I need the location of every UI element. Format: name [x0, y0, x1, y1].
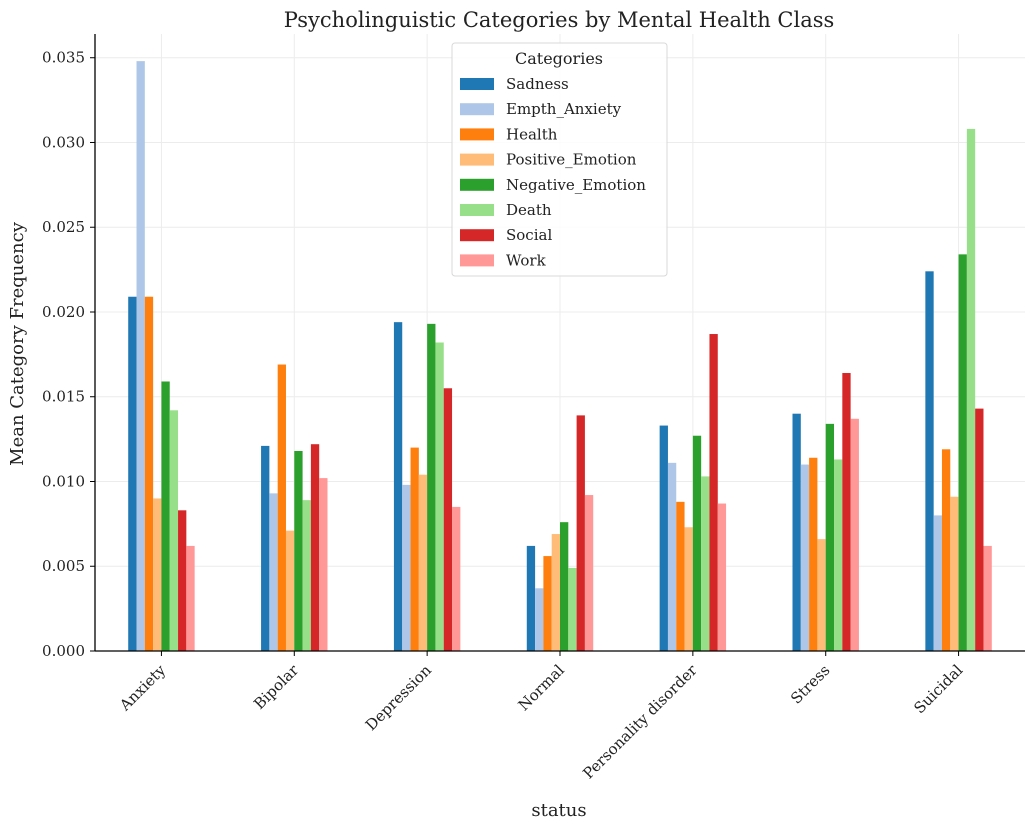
bar [717, 503, 727, 651]
bar [526, 545, 536, 651]
bar [667, 462, 677, 651]
x-tick-label: Bipolar [250, 661, 302, 713]
bar [941, 449, 951, 651]
legend-swatch [460, 204, 494, 216]
bar [684, 527, 693, 651]
bar [551, 534, 560, 651]
bar [800, 464, 810, 651]
bar [817, 539, 826, 651]
bar [659, 425, 668, 651]
legend-label: Work [506, 251, 547, 269]
bar [958, 254, 967, 651]
bar [975, 408, 984, 651]
legend-swatch [460, 254, 494, 267]
legend-label: Empth_Anxiety [506, 100, 622, 118]
bar [809, 457, 818, 651]
bar [294, 450, 303, 651]
bar [178, 510, 187, 651]
bar [393, 322, 403, 651]
bar [792, 413, 801, 651]
x-tick-label: Personality disorder [579, 661, 701, 783]
bar [452, 506, 461, 651]
legend-label: Sadness [506, 75, 569, 93]
bar [410, 447, 419, 651]
x-tick-label: Anxiety [115, 661, 169, 715]
bar [310, 444, 320, 651]
y-tick-label: 0.010 [42, 472, 85, 490]
legend-label: Social [506, 226, 552, 244]
bar [169, 410, 179, 651]
bar [418, 474, 428, 651]
y-tick-label: 0.035 [42, 49, 85, 67]
bar [950, 496, 959, 651]
bar [834, 459, 843, 651]
legend-items: Sadness Empth_Anxiety Health Positive_Emoti… [460, 75, 646, 269]
bar [277, 364, 286, 651]
bar [584, 495, 594, 651]
bar [302, 500, 311, 651]
y-tick-label: 0.000 [42, 642, 85, 660]
bar [443, 388, 453, 651]
bar [701, 476, 710, 651]
legend-swatch [460, 178, 494, 191]
x-axis-label: status [531, 800, 586, 821]
bars-layer [128, 61, 992, 652]
legend: Categories Sadness Empth_Anxiety Health Pos… [451, 42, 668, 277]
bar [560, 522, 569, 651]
bar [186, 545, 195, 651]
bar [153, 498, 162, 651]
bar [966, 128, 976, 651]
chart-title: Psycholinguistic Categories by Mental He… [284, 8, 835, 32]
legend-swatch [460, 78, 494, 90]
legend-title: Categories [515, 49, 603, 68]
legend-swatch [460, 103, 494, 116]
legend-label: Positive_Emotion [506, 151, 637, 169]
legend-swatch [460, 153, 494, 166]
bar [435, 342, 444, 651]
bar [427, 323, 436, 651]
legend-frame [451, 42, 668, 277]
bar [709, 334, 718, 651]
bar [676, 501, 685, 651]
legend-label: Death [506, 201, 552, 219]
y-axis-label: Mean Category Frequency [7, 221, 28, 466]
bar [692, 435, 702, 651]
x-tick-label: Normal [515, 661, 568, 714]
legend-swatch [460, 128, 494, 141]
x-tick-label: Stress [787, 661, 833, 707]
bar [825, 423, 835, 651]
bar [144, 296, 154, 651]
bar [543, 556, 552, 651]
bar [925, 271, 934, 651]
bar [850, 418, 859, 651]
y-tick-label: 0.015 [42, 388, 85, 406]
bar [161, 381, 170, 651]
bar [269, 493, 278, 651]
y-tick-label: 0.020 [42, 303, 85, 321]
bar [933, 515, 942, 651]
y-tick-label: 0.005 [42, 557, 85, 575]
y-tick-label: 0.025 [42, 218, 85, 236]
bar [576, 415, 585, 651]
bar [136, 61, 145, 652]
y-tick-label: 0.030 [42, 133, 85, 151]
bar [402, 484, 411, 651]
bar [842, 373, 851, 651]
bar [319, 478, 328, 651]
legend-swatch [460, 229, 494, 242]
bar [128, 296, 137, 651]
bar [983, 545, 992, 651]
x-tick-label: Depression [362, 661, 435, 734]
bar [261, 445, 270, 651]
bar [535, 588, 544, 651]
bar [568, 567, 577, 651]
bar [285, 530, 295, 651]
legend-label: Negative_Emotion [506, 176, 646, 194]
x-tick-label: Suicidal [910, 661, 966, 717]
legend-label: Health [506, 125, 558, 143]
